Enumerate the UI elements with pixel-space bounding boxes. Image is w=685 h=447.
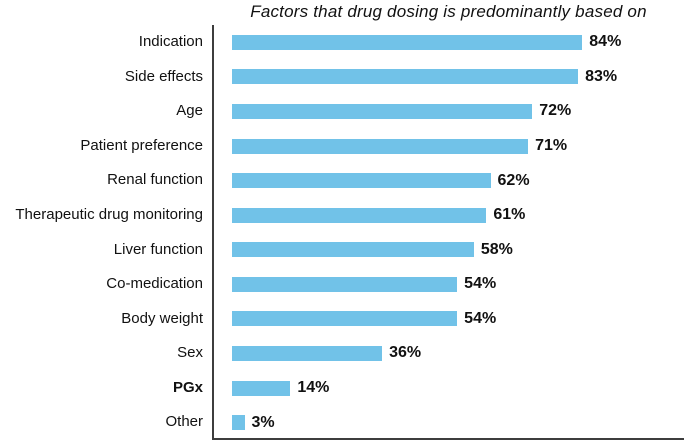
value-label: 36% [389,344,422,362]
chart-rows: Indication 84% Side effects 83% Age 72% … [0,25,685,440]
bar [232,103,533,119]
chart-row: Co-medication 54% [0,267,685,302]
category-label: Patient preference [80,136,203,154]
category-label: Side effects [124,67,203,85]
category-label: Other [165,413,203,431]
bar-track: 3% [212,405,685,440]
bar-track: 54% [212,267,685,302]
chart-row: Patient preference 71% [0,129,685,164]
bar-track: 36% [212,336,685,371]
bar [232,311,458,327]
bar-track: 83% [212,60,685,95]
chart-row: Renal function 62% [0,163,685,198]
chart-row: Therapeutic drug monitoring 61% [0,198,685,233]
bar [232,415,245,431]
bar [232,345,383,361]
bar [232,276,458,292]
category-label: Body weight [121,309,203,327]
bar [232,173,491,189]
bar-track: 62% [212,163,685,198]
value-label: 84% [589,33,622,51]
chart-row: Side effects 83% [0,60,685,95]
chart-row: Indication 84% [0,25,685,60]
chart-plot-area: Indication 84% Side effects 83% Age 72% … [0,25,685,442]
bar-track: 72% [212,94,685,129]
bar-track: 58% [212,232,685,267]
bar [232,380,291,396]
value-label: 54% [464,309,497,327]
y-axis-line [212,25,214,440]
chart-row: Other 3% [0,405,685,440]
bar-track: 61% [212,198,685,233]
chart-title: Factors that drug dosing is predominantl… [250,2,647,21]
category-label: Liver function [113,240,203,258]
category-label: Therapeutic drug monitoring [15,205,203,223]
category-label: Age [176,102,203,120]
chart-row: Liver function 58% [0,232,685,267]
value-label: 3% [251,413,275,431]
bar-track: 84% [212,25,685,60]
value-label: 54% [464,275,497,293]
category-label: Sex [177,344,203,362]
category-label: Renal function [107,171,203,189]
category-label: Co-medication [106,275,203,293]
x-axis-line [212,438,684,440]
bar [232,138,529,154]
bar [232,207,487,223]
chart-row: Sex 36% [0,336,685,371]
bar [232,242,474,258]
category-label: PGx [172,378,203,396]
value-label: 62% [497,171,530,189]
bar [232,69,579,85]
chart-row: Age 72% [0,94,685,129]
chart-row: Body weight 54% [0,302,685,337]
value-label: 83% [585,67,618,85]
value-label: 14% [297,379,330,397]
bar-track: 14% [212,371,685,406]
category-label: Indication [138,33,203,51]
bar-track: 71% [212,129,685,164]
bar-track: 54% [212,302,685,337]
value-label: 61% [493,206,526,224]
value-label: 72% [539,102,572,120]
bar [232,34,583,50]
value-label: 58% [480,240,513,258]
value-label: 71% [535,137,568,155]
chart-row: PGx 14% [0,371,685,406]
